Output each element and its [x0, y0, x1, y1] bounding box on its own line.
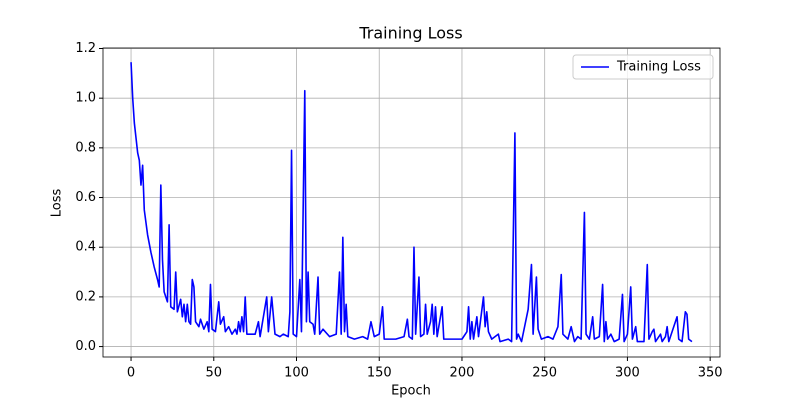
x-tick-label: 150 — [367, 366, 392, 381]
y-axis-label: Loss — [50, 189, 65, 218]
chart-title: Training Loss — [358, 24, 462, 43]
legend-label: Training Loss — [616, 60, 701, 75]
x-tick-label: 300 — [615, 366, 640, 381]
plot-frame — [102, 47, 721, 358]
x-tick-label: 0 — [127, 366, 135, 381]
y-tick-label: 0.0 — [75, 339, 96, 354]
y-tick-label: 1.2 — [75, 41, 96, 56]
x-axis-label: Epoch — [391, 384, 431, 399]
x-tick-label: 200 — [450, 366, 475, 381]
x-tick-label: 350 — [698, 366, 723, 381]
y-tick-label: 1.0 — [75, 91, 96, 106]
x-tick-label: 250 — [532, 366, 557, 381]
x-tick-label: 100 — [284, 366, 309, 381]
y-tick-label: 0.8 — [75, 140, 96, 155]
y-tick-label: 0.4 — [75, 240, 96, 255]
y-tick-label: 0.2 — [75, 289, 96, 304]
legend-box — [572, 54, 714, 80]
data-line — [130, 62, 693, 343]
x-tick-label: 50 — [206, 366, 223, 381]
y-tick-label: 0.6 — [75, 190, 96, 205]
